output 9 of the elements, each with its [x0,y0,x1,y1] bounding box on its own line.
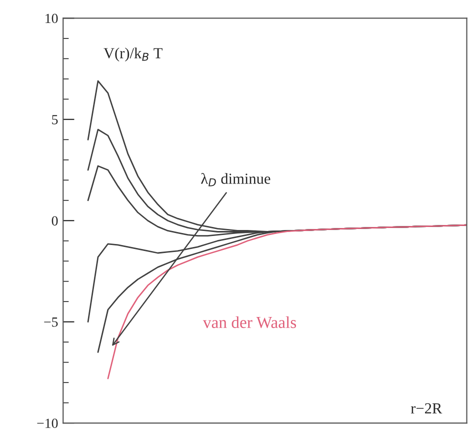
y-tick-label: 5 [52,115,58,124]
y-tick-label: 0 [52,216,58,226]
text: van der Waals [202,316,296,328]
y-axis-title: V(r)/k$_{B}$ T [104,48,162,62]
y-tick-label: −10 [37,418,58,428]
annotation: λ$_{D}$ diminue [201,172,270,186]
x-axis-title: r−2R [410,403,442,414]
y-tick-label: −5 [44,318,58,327]
y-tick-label: 10 [46,14,58,24]
